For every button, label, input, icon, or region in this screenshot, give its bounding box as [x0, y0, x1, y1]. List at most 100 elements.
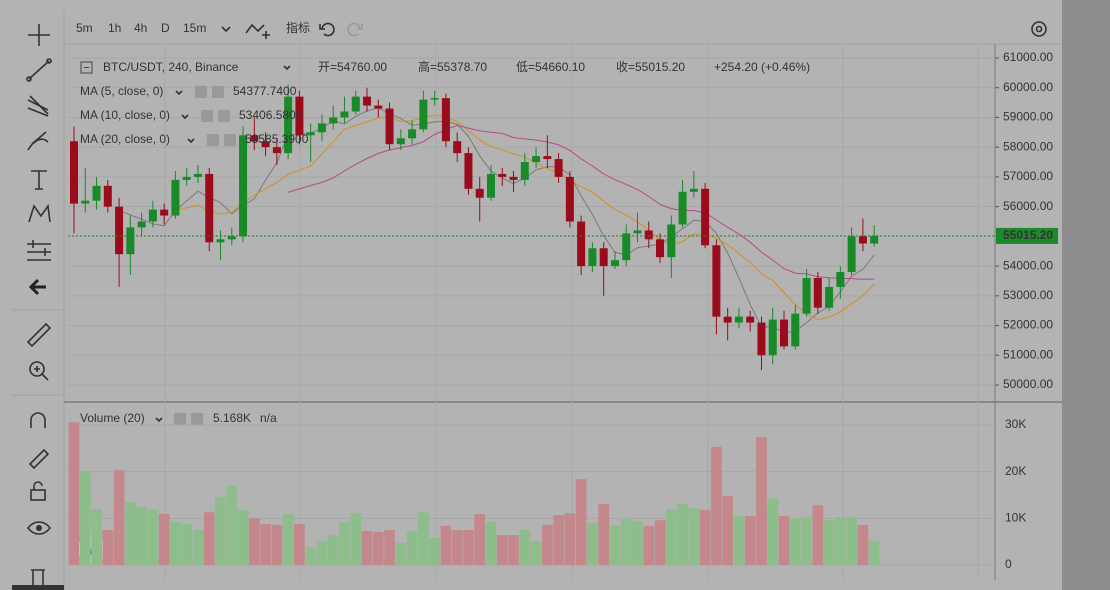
ma-legend-settings[interactable]: [195, 86, 207, 98]
candle-body: [464, 153, 473, 189]
ma-legend-remove[interactable]: [218, 110, 230, 122]
volume-settings[interactable]: [174, 413, 186, 425]
volume-remove[interactable]: [191, 413, 203, 425]
candle-body: [92, 185, 101, 201]
volume-bar: [485, 522, 497, 565]
last-price-label: 55015.20: [1003, 228, 1053, 242]
candle-body: [160, 209, 169, 216]
fib-tool[interactable]: [27, 95, 49, 117]
y-tick-label: 56000.00: [1003, 199, 1053, 213]
volume-bar: [530, 541, 542, 565]
candle-body: [644, 230, 653, 240]
y-tick-label: 52000.00: [1003, 318, 1053, 332]
interval-button[interactable]: 5m: [76, 21, 93, 35]
candle-body: [825, 286, 834, 308]
collapse-button[interactable]: [80, 61, 93, 74]
y-tick-label: 51000.00: [1003, 347, 1053, 361]
ruler-tool[interactable]: [26, 322, 52, 348]
y-tick-label: 58000.00: [1003, 139, 1053, 153]
interval-button[interactable]: D: [161, 21, 170, 35]
candle-body: [70, 141, 78, 204]
volume-bar: [665, 509, 677, 565]
candle-body: [610, 260, 619, 267]
volume-bar: [823, 520, 835, 565]
volume-bar: [767, 498, 779, 565]
volume-bar: [248, 518, 260, 565]
volume-bar: [744, 516, 756, 565]
volume-bar: [237, 509, 249, 565]
lock-tool[interactable]: [30, 481, 46, 501]
ma-legend-menu[interactable]: [181, 114, 189, 120]
candle-body: [667, 224, 676, 258]
magnet-tool[interactable]: [30, 412, 46, 428]
candle-body: [329, 117, 338, 124]
pattern-tool[interactable]: [28, 203, 51, 223]
volume-bar: [440, 525, 452, 565]
toolbar-bottom: [12, 585, 64, 590]
volume-bar: [294, 523, 305, 565]
ma-legend-settings[interactable]: [201, 110, 213, 122]
candle-body: [689, 188, 698, 192]
ma-legend-value: 54377.7400: [233, 84, 297, 98]
line-tool[interactable]: [26, 58, 52, 82]
candle-body: [284, 96, 293, 154]
ma-legend-menu[interactable]: [187, 138, 195, 144]
background: [0, 0, 1062, 590]
candle-body: [137, 221, 146, 228]
ma-legend-remove[interactable]: [224, 134, 236, 146]
volume-bar: [868, 540, 880, 565]
volume-bar: [91, 509, 102, 565]
zoom-tool[interactable]: [29, 361, 49, 381]
volume-bar: [722, 495, 733, 565]
candle-body: [396, 138, 405, 145]
candle-body: [554, 159, 563, 177]
interval-menu[interactable]: [221, 26, 231, 33]
volume-bar: [125, 502, 136, 565]
volume-bar: [361, 530, 373, 565]
candle-body: [870, 235, 879, 244]
candle-body: [306, 132, 315, 136]
y-tick-label: 61000.00: [1003, 50, 1053, 64]
ma-legend-name: MA (5, close, 0): [80, 84, 163, 98]
moving-average-line: [287, 124, 875, 280]
undo[interactable]: [319, 22, 335, 37]
interval-button[interactable]: 1h: [108, 21, 121, 35]
volume-bar: [688, 508, 700, 565]
redo[interactable]: [347, 22, 363, 37]
volume-bar: [542, 524, 553, 565]
ma-legend-menu[interactable]: [175, 90, 183, 96]
settings[interactable]: [1031, 21, 1047, 37]
volume-menu[interactable]: [155, 417, 163, 423]
crosshair-tool[interactable]: [28, 24, 50, 46]
y-tick-label: 59000.00: [1003, 110, 1053, 124]
interval-button[interactable]: 4h: [134, 21, 147, 35]
volume-bar: [677, 503, 688, 565]
volume-tick-label: 20K: [1005, 464, 1026, 478]
candle-body: [239, 135, 248, 237]
ohlc-legend: +254.20 (+0.46%): [714, 60, 810, 74]
volume-ma: n/a: [260, 411, 277, 425]
measure-tool[interactable]: [27, 240, 51, 261]
candle-body: [81, 200, 90, 204]
ma-legend-remove[interactable]: [212, 86, 224, 98]
volume-bar: [102, 530, 114, 565]
volume-bar: [418, 512, 429, 565]
text-tool[interactable]: [31, 170, 47, 190]
candle-body: [295, 96, 304, 136]
symbol-menu[interactable]: [283, 65, 291, 71]
ma-legend-settings[interactable]: [207, 134, 219, 146]
candle-body: [408, 129, 417, 139]
interval-button[interactable]: 15m: [183, 21, 206, 35]
volume-bar: [271, 524, 283, 565]
candle-body: [599, 248, 608, 267]
visibility-tool[interactable]: [26, 521, 52, 535]
back-tool[interactable]: [28, 278, 46, 296]
volume-bar: [327, 535, 339, 565]
indicators-button[interactable]: 指标: [286, 20, 310, 35]
candle-body: [633, 230, 642, 234]
brush-tool[interactable]: [27, 131, 49, 151]
volume-bar: [711, 446, 722, 565]
symbol: BTC/USDT, 240, Binance: [103, 60, 239, 74]
lock-drawing-tool[interactable]: [28, 448, 50, 470]
